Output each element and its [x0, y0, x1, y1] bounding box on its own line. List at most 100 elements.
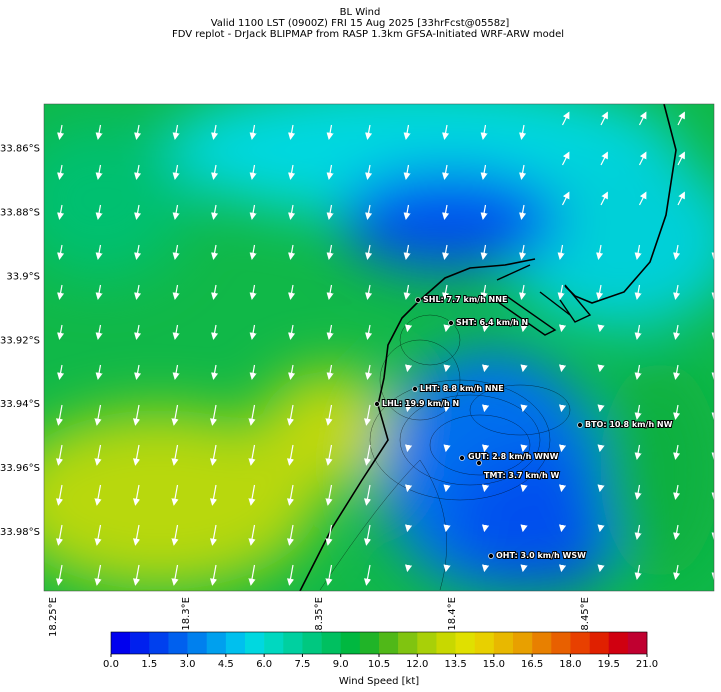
wind-arrow [94, 444, 102, 466]
wind-arrow [134, 164, 142, 180]
lat-tick-label: 33.98°S [0, 527, 40, 538]
colorbar-swatch [225, 632, 246, 654]
wind-arrow [249, 284, 257, 300]
wind-arrow [288, 284, 296, 300]
colorbar-swatch [130, 632, 150, 654]
wind-arrow [172, 244, 180, 260]
colorbar-tick-label: 6.0 [256, 659, 272, 670]
wind-arrow [520, 564, 528, 573]
wind-arrow [561, 111, 570, 126]
wind-arrow [211, 244, 219, 260]
wind-arrow [326, 124, 334, 140]
wind-arrow [403, 164, 411, 180]
wind-arrow [677, 191, 685, 206]
subtitle: FDV replot - DrJack BLIPMAP from RASP 1.… [172, 29, 564, 40]
station-label: LHL: 19.9 km/h N [382, 399, 459, 408]
wind-arrow [443, 324, 451, 333]
wind-arrow [57, 364, 65, 380]
wind-arrow [325, 444, 333, 466]
wind-arrow [634, 244, 642, 260]
wind-arrow [597, 364, 605, 373]
wind-arrow [558, 524, 567, 533]
wind-arrow [557, 244, 565, 260]
wind-arrow [443, 564, 451, 573]
wind-arrow [558, 404, 567, 413]
wind-arrow [638, 191, 647, 206]
wind-arrow [57, 164, 65, 180]
wind-arrow [134, 204, 142, 220]
wind-arrow [480, 124, 488, 140]
colorbar-tick-label: 9.0 [333, 659, 349, 670]
wind-arrow [55, 484, 64, 506]
wind-arrow [404, 484, 413, 493]
wind-arrow [481, 564, 490, 573]
colorbar-swatch [474, 632, 495, 654]
wind-arrow [711, 412, 714, 420]
wind-arrow [558, 324, 567, 333]
wind-arrow [403, 284, 411, 300]
wind-arrow [286, 564, 295, 586]
wind-arrow [95, 244, 103, 260]
wind-arrow [480, 244, 488, 260]
lat-tick-label: 33.92°S [0, 335, 40, 346]
wind-arrow [249, 124, 257, 140]
colorbar-swatch [608, 632, 629, 654]
colorbar-tick-label: 21.0 [636, 659, 658, 670]
wind-arrow [600, 111, 608, 126]
wind-arrow [403, 204, 411, 220]
lon-tick-label: 18.35°E [314, 597, 325, 637]
wind-arrow [634, 324, 642, 340]
colorbar-swatch [455, 632, 476, 654]
colorbar-swatch [321, 632, 342, 654]
wind-arrow [288, 164, 296, 180]
colorbar-swatch [264, 632, 284, 654]
wind-arrow [520, 324, 528, 333]
wind-arrow [171, 404, 179, 426]
wind-arrow [443, 484, 451, 493]
station-dot [415, 297, 421, 303]
wind-arrow [134, 244, 142, 260]
colorbar-tick-label: 16.5 [521, 659, 543, 670]
wind-arrow [171, 564, 179, 586]
wind-arrow [673, 324, 681, 340]
wind-arrow [248, 444, 256, 466]
wind-arrow [717, 153, 721, 165]
wind-arrow [480, 284, 488, 300]
wind-arrow [677, 111, 685, 126]
lon-tick-label: 18.45°E [580, 597, 591, 637]
wind-arrow [558, 444, 567, 453]
wind-arrow [134, 324, 142, 340]
wind-arrow [132, 564, 141, 586]
wind-arrow [711, 292, 714, 300]
wind-arrow [365, 204, 373, 220]
station-label: TMT: 3.7 km/h W [484, 471, 559, 480]
wind-arrow [557, 284, 565, 300]
lon-tick-label: 18.3°E [181, 597, 192, 631]
wind-arrow [55, 524, 64, 546]
wind-arrow [363, 564, 372, 586]
wind-arrow [634, 564, 642, 580]
wind-arrow [248, 404, 256, 426]
wind-arrow [481, 484, 490, 493]
wind-arrow [57, 124, 65, 140]
wind-arrow [634, 404, 642, 420]
colorbar-swatch [168, 632, 188, 654]
colorbar-swatch [627, 632, 648, 654]
map-field [44, 104, 721, 591]
wind-arrow [57, 324, 65, 340]
wind-arrow [132, 404, 141, 426]
colorbar-tick-label: 15.0 [483, 659, 505, 670]
wind-arrow [597, 564, 605, 573]
wind-arrow [596, 244, 604, 260]
colorbar-swatch [283, 632, 303, 654]
lat-tick-label: 33.86°S [0, 144, 40, 155]
wind-arrow [634, 484, 642, 500]
station-label: OHT: 3.0 km/h WSW [496, 551, 586, 560]
wind-arrow [673, 444, 681, 460]
wind-arrow [134, 364, 142, 380]
colorbar-swatch [532, 632, 552, 654]
station-dot [488, 553, 494, 559]
wind-arrow [132, 484, 141, 506]
colorbar-swatch [187, 632, 208, 654]
wind-arrow [558, 564, 567, 573]
